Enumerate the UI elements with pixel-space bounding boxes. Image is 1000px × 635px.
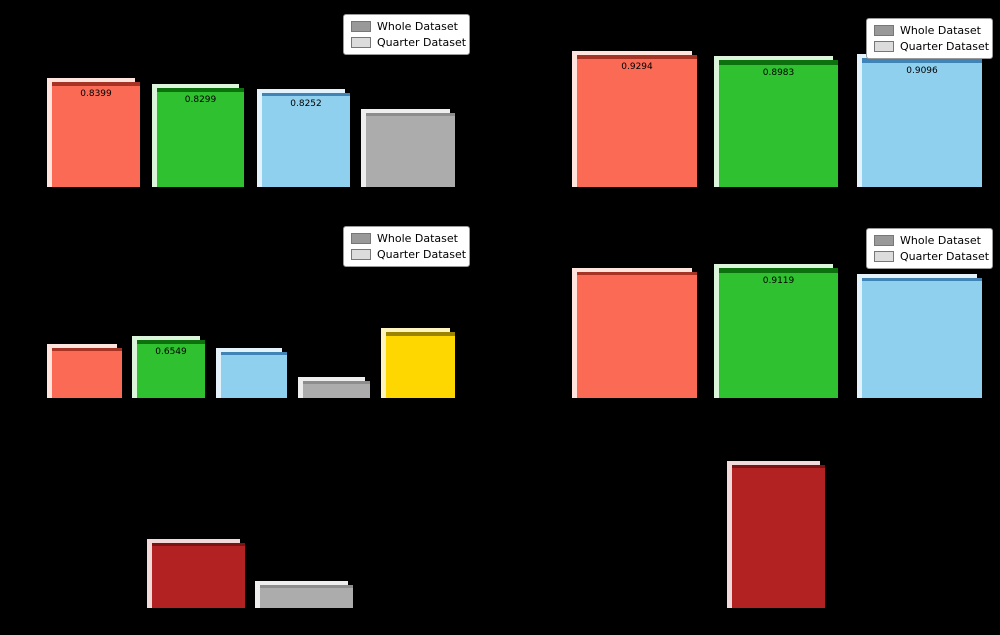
- chart-middle-right-bar-1: 0.9119: [719, 268, 838, 398]
- chart-middle-left-bar-0: [52, 348, 122, 398]
- whole-dataset-label: Whole Dataset: [900, 234, 981, 247]
- chart-top-left-bar-1: 0.8299: [157, 88, 244, 187]
- whole-dataset-swatch: [874, 235, 894, 246]
- whole-dataset-swatch: [874, 25, 894, 36]
- quarter-dataset-swatch: [874, 251, 894, 262]
- chart-middle-right-bar-0: [577, 272, 697, 398]
- chart-middle-left-bar-2: [221, 352, 287, 398]
- chart-bottom-left-bar-1: [260, 585, 353, 608]
- quarter-dataset-label: Quarter Dataset: [377, 248, 467, 261]
- bar-value-label: 0.8399: [80, 89, 112, 99]
- legend-row-quarter: Quarter Dataset: [351, 248, 466, 261]
- legend-row-quarter: Quarter Dataset: [874, 250, 989, 263]
- whole-dataset-swatch: [351, 233, 371, 244]
- bar-value-label: 0.9119: [762, 276, 795, 286]
- chart-middle-right-bar-2: [862, 278, 982, 398]
- chart-middle-left-bar-3: [303, 381, 370, 398]
- chart-top-right-bar-0: 0.9294: [577, 55, 697, 187]
- chart-top-left-bar-3: [366, 113, 455, 187]
- quarter-dataset-label: Quarter Dataset: [900, 250, 990, 263]
- quarter-dataset-swatch: [351, 249, 371, 260]
- chart-bottom-right-bar-0: [732, 465, 825, 608]
- chart-middle-left-bar-1: 0.6549: [137, 340, 205, 398]
- quarter-dataset-label: Quarter Dataset: [377, 36, 467, 49]
- legend-row-whole: Whole Dataset: [351, 232, 462, 245]
- bar-value-label: 0.9294: [621, 62, 653, 72]
- quarter-dataset-label: Quarter Dataset: [900, 40, 990, 53]
- legend-middle-left: Whole Dataset Quarter Dataset: [343, 226, 470, 267]
- legend-row-whole: Whole Dataset: [351, 20, 462, 33]
- whole-dataset-swatch: [351, 21, 371, 32]
- chart-top-left-bar-0: 0.8399: [52, 82, 140, 187]
- bar-value-label: 0.8983: [762, 68, 795, 78]
- chart-middle-left-bar-4: [386, 332, 455, 398]
- legend-top-left: Whole Dataset Quarter Dataset: [343, 14, 470, 55]
- bar-value-label: 0.8252: [290, 99, 322, 109]
- quarter-dataset-swatch: [874, 41, 894, 52]
- chart-top-right-bar-2: 0.9096: [862, 58, 982, 187]
- whole-dataset-label: Whole Dataset: [377, 20, 458, 33]
- whole-dataset-label: Whole Dataset: [377, 232, 458, 245]
- legend-row-quarter: Quarter Dataset: [874, 40, 989, 53]
- chart-top-left-bar-2: 0.8252: [262, 93, 350, 187]
- whole-dataset-label: Whole Dataset: [900, 24, 981, 37]
- bar-value-label: 0.6549: [155, 347, 187, 357]
- bar-value-label: 0.9096: [906, 66, 938, 76]
- legend-row-whole: Whole Dataset: [874, 24, 985, 37]
- quarter-dataset-swatch: [351, 37, 371, 48]
- bar-value-label: 0.8299: [184, 95, 217, 105]
- legend-top-right: Whole Dataset Quarter Dataset: [866, 18, 993, 59]
- chart-bottom-left-bar-0: [152, 543, 245, 608]
- legend-middle-right: Whole Dataset Quarter Dataset: [866, 228, 993, 269]
- legend-row-quarter: Quarter Dataset: [351, 36, 466, 49]
- chart-top-right-bar-1: 0.8983: [719, 60, 838, 187]
- legend-row-whole: Whole Dataset: [874, 234, 985, 247]
